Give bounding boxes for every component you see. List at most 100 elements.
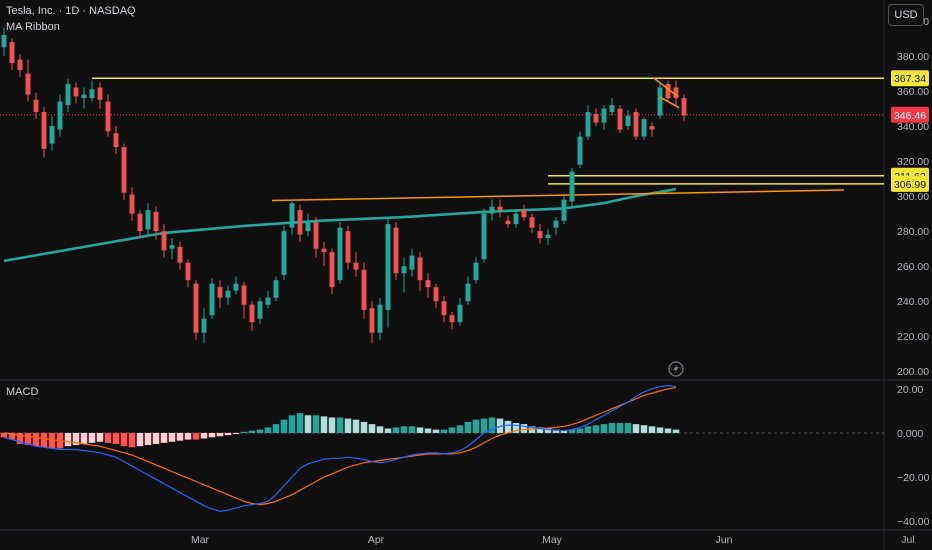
candle-body[interactable] <box>17 59 23 71</box>
candle-body[interactable] <box>425 280 431 288</box>
candle-body[interactable] <box>345 231 351 263</box>
candle-body[interactable] <box>57 101 63 130</box>
candle-body[interactable] <box>401 266 407 274</box>
price-tick-label: 220.00 <box>897 331 929 343</box>
candle-body[interactable] <box>105 101 111 132</box>
candle-body[interactable] <box>329 252 335 288</box>
candle-body[interactable] <box>369 308 375 333</box>
candle-body[interactable] <box>81 94 87 99</box>
candle-body[interactable] <box>665 84 671 99</box>
candle-body[interactable] <box>209 283 215 316</box>
time-tick-label: Jun <box>716 534 733 546</box>
candle-body[interactable] <box>145 210 151 230</box>
candle-body[interactable] <box>673 87 679 99</box>
candle-body[interactable] <box>433 287 439 302</box>
candle-body[interactable] <box>89 89 95 99</box>
candle-body[interactable] <box>65 84 71 106</box>
candle-body[interactable] <box>649 126 655 130</box>
candle-body[interactable] <box>185 262 191 281</box>
candle-body[interactable] <box>481 213 487 260</box>
candle-body[interactable] <box>73 87 79 97</box>
candle-body[interactable] <box>137 213 143 232</box>
arrow-mark-line[interactable] <box>653 77 679 97</box>
candle-body[interactable] <box>25 73 31 95</box>
candle-body[interactable] <box>41 112 47 149</box>
candle-body[interactable] <box>521 210 527 218</box>
macd-histogram-bar <box>584 426 592 433</box>
candle-body[interactable] <box>577 136 583 165</box>
candle-body[interactable] <box>217 287 223 298</box>
candle-body[interactable] <box>313 222 319 249</box>
candle-body[interactable] <box>561 199 567 221</box>
candle-body[interactable] <box>289 203 295 228</box>
candle-body[interactable] <box>585 112 591 137</box>
candle-body[interactable] <box>49 126 55 144</box>
candle-body[interactable] <box>489 206 495 214</box>
candle-body[interactable] <box>473 262 479 281</box>
candle-body[interactable] <box>529 217 535 228</box>
arrow-mark-line[interactable] <box>659 96 680 109</box>
candle-body[interactable] <box>233 283 239 291</box>
candle-body[interactable] <box>449 315 455 323</box>
candle-body[interactable] <box>353 262 359 270</box>
candle-body[interactable] <box>281 231 287 275</box>
candle-body[interactable] <box>593 113 599 123</box>
currency-button[interactable]: USD <box>888 4 924 26</box>
candle-body[interactable] <box>361 269 367 310</box>
candle-body[interactable] <box>33 99 39 113</box>
candle-body[interactable] <box>113 133 119 148</box>
candle-body[interactable] <box>409 255 415 270</box>
candle-body[interactable] <box>553 220 559 228</box>
candle-body[interactable] <box>201 318 207 333</box>
candle-body[interactable] <box>9 42 15 64</box>
macd-histogram-bar <box>88 432 96 443</box>
macd-histogram-bar <box>168 432 176 442</box>
trend-line[interactable] <box>271 189 845 202</box>
candle-body[interactable] <box>153 211 159 232</box>
candle-body[interactable] <box>337 227 343 281</box>
candle-body[interactable] <box>441 301 447 316</box>
candle-body[interactable] <box>513 213 519 225</box>
candle-body[interactable] <box>225 290 231 298</box>
replay-icon[interactable] <box>668 361 684 377</box>
price-tag-box <box>891 106 929 123</box>
candle-body[interactable] <box>465 283 471 302</box>
candle-body[interactable] <box>569 171 575 202</box>
candle-body[interactable] <box>129 194 135 214</box>
candle-body[interactable] <box>265 297 271 305</box>
candle-body[interactable] <box>657 87 663 116</box>
candle-body[interactable] <box>545 234 551 239</box>
candle-body[interactable] <box>497 206 503 211</box>
candle-body[interactable] <box>609 105 615 113</box>
candle-body[interactable] <box>1 35 7 48</box>
candle-body[interactable] <box>457 304 463 323</box>
candle-body[interactable] <box>601 108 607 123</box>
candle-body[interactable] <box>617 108 623 130</box>
candle-body[interactable] <box>417 257 423 281</box>
candle-body[interactable] <box>393 227 399 274</box>
candle-body[interactable] <box>625 115 631 127</box>
candle-body[interactable] <box>241 285 247 305</box>
candle-body[interactable] <box>169 245 175 249</box>
candle-body[interactable] <box>121 147 127 193</box>
candle-body[interactable] <box>273 280 279 298</box>
candle-body[interactable] <box>257 301 263 319</box>
candle-body[interactable] <box>305 220 311 232</box>
macd-histogram-bar <box>416 427 424 433</box>
candle-body[interactable] <box>537 231 543 239</box>
candle-body[interactable] <box>505 220 511 225</box>
candle-body[interactable] <box>321 248 327 253</box>
candle-body[interactable] <box>193 283 199 333</box>
candle-body[interactable] <box>641 119 647 137</box>
candle-body[interactable] <box>385 224 391 310</box>
candle-body[interactable] <box>681 98 687 116</box>
candle-body[interactable] <box>97 87 103 100</box>
candle-body[interactable] <box>297 210 303 235</box>
candle-body[interactable] <box>377 304 383 333</box>
macd-histogram-bar <box>520 424 528 433</box>
candle-body[interactable] <box>177 246 183 263</box>
candle-body[interactable] <box>633 112 639 137</box>
candle-body[interactable] <box>161 231 167 251</box>
candle-body[interactable] <box>249 304 255 323</box>
